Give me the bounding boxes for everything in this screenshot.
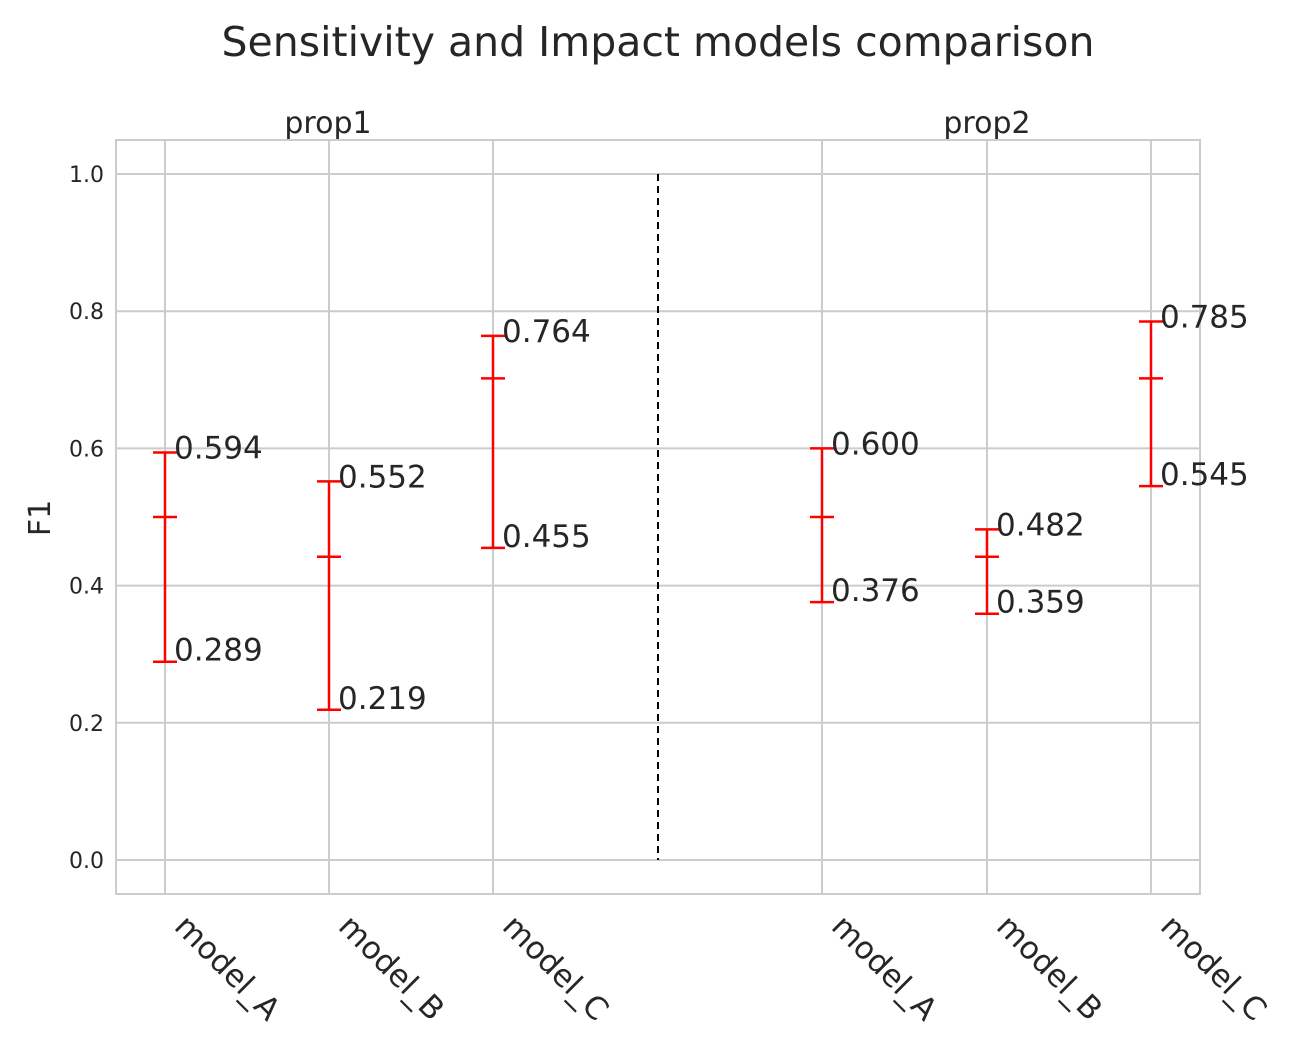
upper-value-label: 0.764 [502,314,591,350]
upper-value-label: 0.600 [831,426,920,462]
upper-value-label: 0.552 [338,459,427,495]
x-tick-label: model_B [989,908,1109,1028]
group-label-prop1: prop1 [284,106,371,141]
error-bars: 0.594 0.289 0.552 0.219 0.764 0.455 0.600 0.376… [153,299,1249,717]
lower-value-label: 0.219 [338,681,427,717]
upper-value-label: 0.482 [996,507,1085,543]
group-label-prop2: prop2 [943,106,1030,141]
y-tick-labels: 0.0 0.2 0.4 0.6 0.8 1.0 [69,163,104,874]
y-tick-label: 0.0 [69,849,104,874]
x-tick-labels: model_A model_B model_C model_A model_B model… [167,908,1273,1028]
x-tick-label: model_B [331,908,451,1028]
upper-value-label: 0.785 [1160,299,1249,335]
y-tick-label: 0.6 [69,437,104,462]
x-tick-label: model_A [167,908,287,1028]
lower-value-label: 0.289 [174,633,263,669]
y-tick-label: 0.4 [69,575,104,600]
x-tick-label: model_C [1153,908,1273,1028]
x-tick-label: model_A [824,908,944,1028]
upper-value-label: 0.594 [174,431,263,467]
lower-value-label: 0.376 [831,573,920,609]
lower-value-label: 0.455 [502,519,591,555]
y-axis-label: F1 [23,500,58,536]
x-tick-label: model_C [495,908,615,1028]
plot-frame [115,139,1201,895]
y-tick-label: 0.2 [69,712,104,737]
chart-title: Sensitivity and Impact models comparison [222,18,1095,66]
lower-value-label: 0.545 [1160,457,1249,493]
y-tick-label: 0.8 [69,300,104,325]
y-tick-label: 1.0 [69,163,104,188]
lower-value-label: 0.359 [996,585,1085,621]
